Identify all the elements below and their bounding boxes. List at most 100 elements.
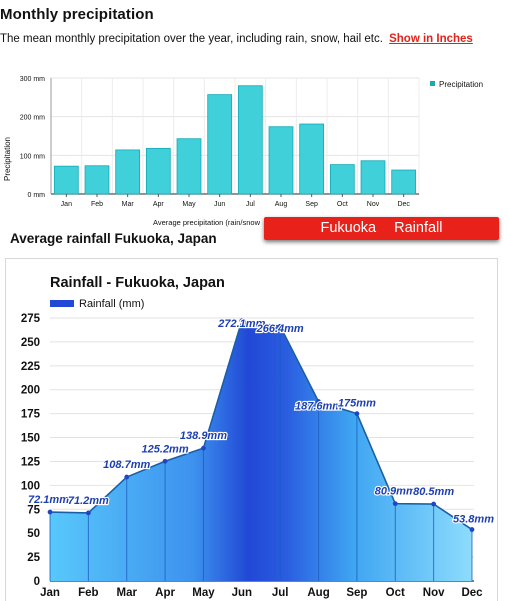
bottom-x-tick-label: Feb (78, 587, 98, 599)
bottom-y-tick-label: 275 (21, 313, 41, 325)
legend-label: Precipitation (439, 80, 483, 89)
bottom-y-tick-label: 200 (21, 385, 40, 397)
top-chart-y-axis-label: Precipitation (3, 137, 12, 181)
bottom-data-label: 175mm (338, 398, 376, 410)
fukuoka-rainfall-banner[interactable]: Fukuoka Rainfall (264, 217, 499, 240)
rainfall-point-nov (431, 501, 437, 507)
rainfall-line (49, 319, 473, 531)
bottom-x-tick-label: Jul (272, 587, 289, 599)
legend-marker (50, 300, 74, 307)
show-in-inches-link[interactable]: Show in Inches (389, 33, 473, 45)
top-bar-jan (53, 165, 79, 195)
top-bar-sep (299, 123, 325, 195)
top-x-tick-label: Oct (337, 201, 348, 208)
rainfall-point-apr (162, 458, 168, 464)
legend-swatch (430, 81, 435, 86)
top-bar-feb (84, 165, 110, 195)
rainfall-area-chart: Rainfall - Fukuoka, Japan Rainfall (mm) … (21, 275, 495, 599)
bottom-x-tick-label: Oct (386, 587, 405, 599)
legend-series-label: Rainfall (mm) (79, 298, 144, 310)
bottom-y-tick-label: 225 (21, 361, 41, 373)
bottom-x-tick-label: Dec (461, 587, 483, 599)
top-bar-dec (391, 169, 417, 195)
bottom-y-tick-label: 125 (21, 456, 41, 468)
top-bar-may (176, 138, 202, 195)
rainfall-point-mar (124, 474, 130, 480)
bottom-y-tick-label: 50 (27, 528, 40, 540)
bottom-data-label: 125.2mm (142, 443, 189, 455)
monthly-precipitation-chart: Jan Feb Mar Apr May Jun Jul Aug Sep Oct Nov Dec 0 m… (3, 76, 483, 227)
top-y-tick-label: 0 mm (28, 192, 46, 199)
bottom-y-tick-label: 100 (21, 480, 40, 492)
bottom-chart-frame (5, 258, 498, 601)
bottom-y-tick-label: 75 (27, 504, 40, 516)
bottom-x-tick-label: May (192, 587, 215, 599)
bottom-x-tick-label: Apr (155, 587, 175, 599)
bottom-data-label: 266.4mm (256, 323, 304, 335)
top-x-tick-label: Sep (305, 201, 318, 208)
top-bar-aug (268, 126, 294, 195)
top-bar-oct (329, 164, 355, 195)
rainfall-point-sep (354, 411, 360, 417)
bottom-x-tick-label: Nov (423, 587, 445, 599)
top-bar-jun (207, 94, 233, 195)
bottom-x-tick-label: Jan (40, 587, 60, 599)
bottom-y-tick-label: 150 (21, 433, 40, 445)
top-chart-x-axis-label: Average precipitation (rain/snow (153, 218, 261, 227)
bottom-data-label: 71.2mm (68, 495, 109, 507)
top-bar-apr (145, 147, 171, 195)
top-x-tick-label: Aug (275, 201, 288, 208)
bottom-legend: Rainfall (mm) (50, 298, 144, 310)
top-chart-axes (50, 78, 419, 195)
rainfall-point-dec (469, 527, 475, 532)
bottom-chart-y-ticks: 0 25 50 75 100 125 150 175 200 225 250 275 (21, 313, 41, 588)
bottom-chart-area (47, 318, 475, 581)
top-chart-bars (53, 85, 417, 195)
bottom-data-label: 138.9mm (180, 430, 227, 442)
bottom-x-tick-label: Jun (232, 587, 252, 599)
bottom-y-tick-label: 175 (21, 409, 41, 421)
bottom-data-label: 72.1mm (28, 494, 69, 506)
rainfall-area-fill (50, 320, 472, 581)
bottom-x-tick-label: Aug (307, 587, 329, 599)
bottom-data-label: 187.6mm (295, 401, 342, 413)
bottom-x-tick-label: Mar (117, 587, 138, 599)
top-bar-mar (115, 149, 141, 195)
top-chart-x-ticks: Jan Feb Mar Apr May Jun Jul Aug Sep Oct Nov Dec (61, 194, 410, 208)
top-bar-nov (360, 160, 386, 195)
rainfall-point-jun (239, 318, 245, 324)
bottom-data-label: 53.8mm (453, 514, 494, 526)
bottom-chart-x-ticks: Jan Feb Mar Apr May Jun Jul Aug Sep Oct Nov Dec (40, 587, 483, 599)
rainfall-point-feb (85, 510, 91, 516)
bottom-data-label: 80.9mm (375, 486, 416, 498)
rainfall-point-jul (277, 323, 283, 329)
top-chart-y-ticks: 0 mm 100 mm 200 mm 300 mm (20, 76, 45, 199)
top-x-tick-label: Dec (397, 201, 410, 208)
section-title: Monthly precipitation (0, 6, 154, 23)
top-x-tick-label: Jan (61, 201, 72, 208)
description: The mean monthly precipitation over the … (0, 33, 473, 45)
top-y-tick-label: 100 mm (20, 153, 45, 160)
top-bar-jul (237, 85, 263, 195)
top-x-tick-label: Jun (214, 201, 225, 208)
top-x-tick-label: Nov (367, 201, 380, 208)
bottom-data-label: 80.5mm (413, 486, 454, 498)
bottom-y-tick-label: 0 (34, 576, 40, 588)
rainfall-point-oct (392, 501, 398, 507)
subtitle: Average rainfall Fukuoka, Japan (10, 231, 217, 246)
rainfall-point-jan (47, 509, 53, 515)
top-x-tick-label: Jul (246, 201, 255, 208)
top-x-tick-label: Feb (91, 201, 103, 208)
bottom-chart-title: Rainfall - Fukuoka, Japan (50, 275, 225, 291)
top-x-tick-label: Apr (153, 201, 165, 208)
top-x-tick-label: Mar (122, 201, 135, 208)
rainfall-point-may (201, 445, 206, 451)
rainfall-point-aug (316, 399, 321, 404)
bottom-x-tick-label: Sep (346, 587, 367, 599)
top-x-tick-label: May (182, 201, 196, 208)
bottom-data-label: 108.7mm (103, 459, 150, 471)
bottom-data-label: 272.1mm (217, 318, 265, 330)
bottom-y-tick-label: 250 (21, 337, 40, 349)
description-text: The mean monthly precipitation over the … (0, 33, 383, 45)
